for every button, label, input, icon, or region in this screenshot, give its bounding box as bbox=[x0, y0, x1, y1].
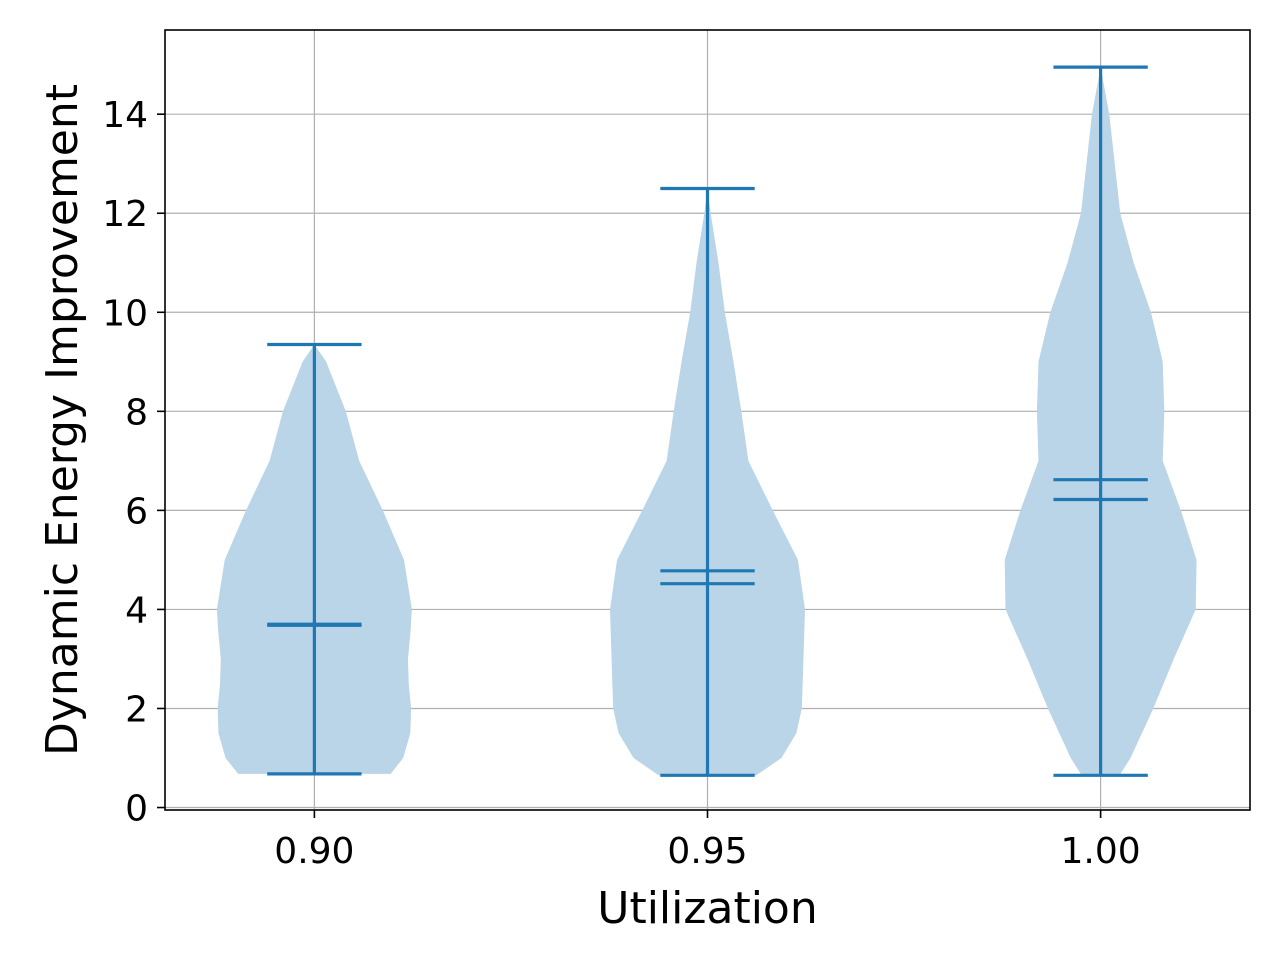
violin-1 bbox=[610, 186, 805, 777]
violins bbox=[216, 65, 1197, 777]
y-tick-label: 12 bbox=[102, 194, 148, 235]
y-tick-label: 10 bbox=[102, 293, 148, 334]
y-axis-label: Dynamic Energy Improvement bbox=[37, 84, 88, 756]
x-tick-label: 0.90 bbox=[274, 831, 354, 872]
violin-2 bbox=[1004, 65, 1197, 777]
x-tick-label: 1.00 bbox=[1061, 831, 1141, 872]
y-tick-label: 2 bbox=[125, 689, 148, 730]
axis-ticks: 0.90 0.95 1.00 0 2 4 6 8 10 12 14 bbox=[102, 95, 1141, 872]
x-axis-label: Utilization bbox=[597, 883, 817, 934]
y-tick-label: 4 bbox=[125, 590, 148, 631]
y-tick-label: 6 bbox=[125, 491, 148, 532]
violin-0 bbox=[216, 342, 412, 776]
x-tick-label: 0.95 bbox=[667, 831, 747, 872]
y-tick-label: 14 bbox=[102, 95, 148, 136]
y-tick-label: 8 bbox=[125, 392, 148, 433]
y-tick-label: 0 bbox=[125, 789, 148, 830]
